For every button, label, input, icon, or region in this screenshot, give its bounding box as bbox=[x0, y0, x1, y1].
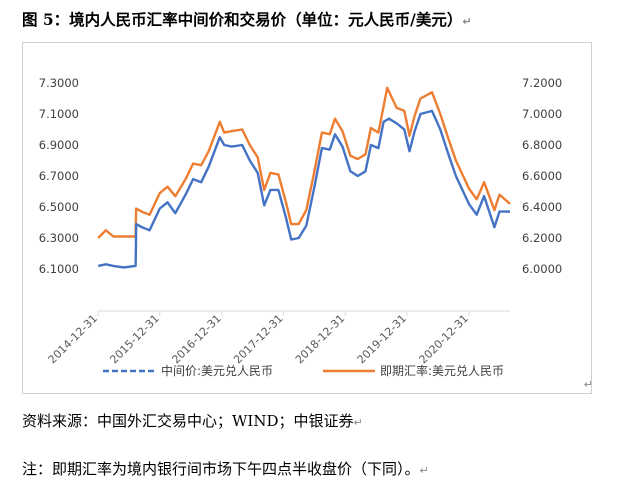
x-tick-label: 2017-12-31 bbox=[231, 312, 285, 366]
note-line: 注：即期汇率为境内银行间市场下午四点半收盘价（下同）。↵ bbox=[22, 458, 429, 479]
y-left-tick-label: 6.9000 bbox=[39, 138, 79, 152]
y-right-tick-label: 6.2000 bbox=[522, 231, 562, 245]
y-left-tick-label: 6.3000 bbox=[39, 231, 79, 245]
y-right-tick-label: 6.6000 bbox=[522, 169, 562, 183]
x-tick-label: 2015-12-31 bbox=[107, 312, 161, 366]
y-axis-left: 6.1000 6.3000 6.5000 6.7000 6.9000 7.1000 7.30… bbox=[39, 76, 79, 276]
series-line-midpoint bbox=[97, 109, 510, 269]
x-tick-label: 2020-12-31 bbox=[417, 312, 471, 366]
y-left-tick-label: 6.7000 bbox=[39, 169, 79, 183]
legend-label: 即期汇率:美元兑人民币 bbox=[380, 363, 504, 378]
paragraph-mark-icon: ↵ bbox=[583, 378, 593, 391]
y-axis-right: 6.0000 6.2000 6.4000 6.6000 6.8000 7.0000 7.20… bbox=[522, 76, 562, 276]
paragraph-mark-icon: ↵ bbox=[462, 15, 472, 28]
series-layer bbox=[97, 86, 511, 269]
note-text: 注：即期汇率为境内银行间市场下午四点半收盘价（下同）。 bbox=[22, 460, 420, 478]
source-text: 资料来源：中国外汇交易中心；WIND；中银证券 bbox=[22, 412, 354, 430]
x-tick-label: 2014-12-31 bbox=[46, 312, 100, 366]
y-right-tick-label: 6.4000 bbox=[522, 200, 562, 214]
series-line-spot bbox=[97, 86, 511, 239]
y-right-tick-label: 6.8000 bbox=[522, 138, 562, 152]
source-line: 资料来源：中国外汇交易中心；WIND；中银证券↵ bbox=[22, 410, 363, 431]
x-tick-label: 2019-12-31 bbox=[355, 312, 409, 366]
y-left-tick-label: 7.1000 bbox=[39, 107, 79, 121]
x-axis: 2014-12-31 2015-12-31 2016-12-31 2017-12-31… bbox=[46, 311, 471, 366]
chart-frame: 6.1000 6.3000 6.5000 6.7000 6.9000 7.1000 7.30… bbox=[22, 42, 593, 394]
y-right-tick-label: 7.0000 bbox=[522, 107, 562, 121]
paragraph-mark-icon: ↵ bbox=[419, 464, 429, 477]
x-tick-label: 2016-12-31 bbox=[169, 312, 223, 366]
y-left-tick-label: 6.5000 bbox=[39, 200, 79, 214]
legend: 中间价:美元兑人民币 即期汇率:美元兑人民币 bbox=[103, 363, 504, 378]
legend-label: 中间价:美元兑人民币 bbox=[161, 363, 273, 378]
chart-svg: 6.1000 6.3000 6.5000 6.7000 6.9000 7.1000 7.30… bbox=[39, 76, 563, 378]
x-tick-label: 2018-12-31 bbox=[293, 312, 347, 366]
figure-title-text: 图 5：境内人民币汇率中间价和交易价（单位：元人民币/美元） bbox=[22, 10, 463, 29]
y-right-tick-label: 7.2000 bbox=[522, 76, 562, 90]
paragraph-mark-icon: ↵ bbox=[353, 416, 363, 429]
y-left-tick-label: 6.1000 bbox=[39, 262, 79, 276]
y-right-tick-label: 6.0000 bbox=[522, 262, 562, 276]
figure-title: 图 5：境内人民币汇率中间价和交易价（单位：元人民币/美元）↵ bbox=[22, 8, 612, 30]
y-left-tick-label: 7.3000 bbox=[39, 76, 79, 90]
